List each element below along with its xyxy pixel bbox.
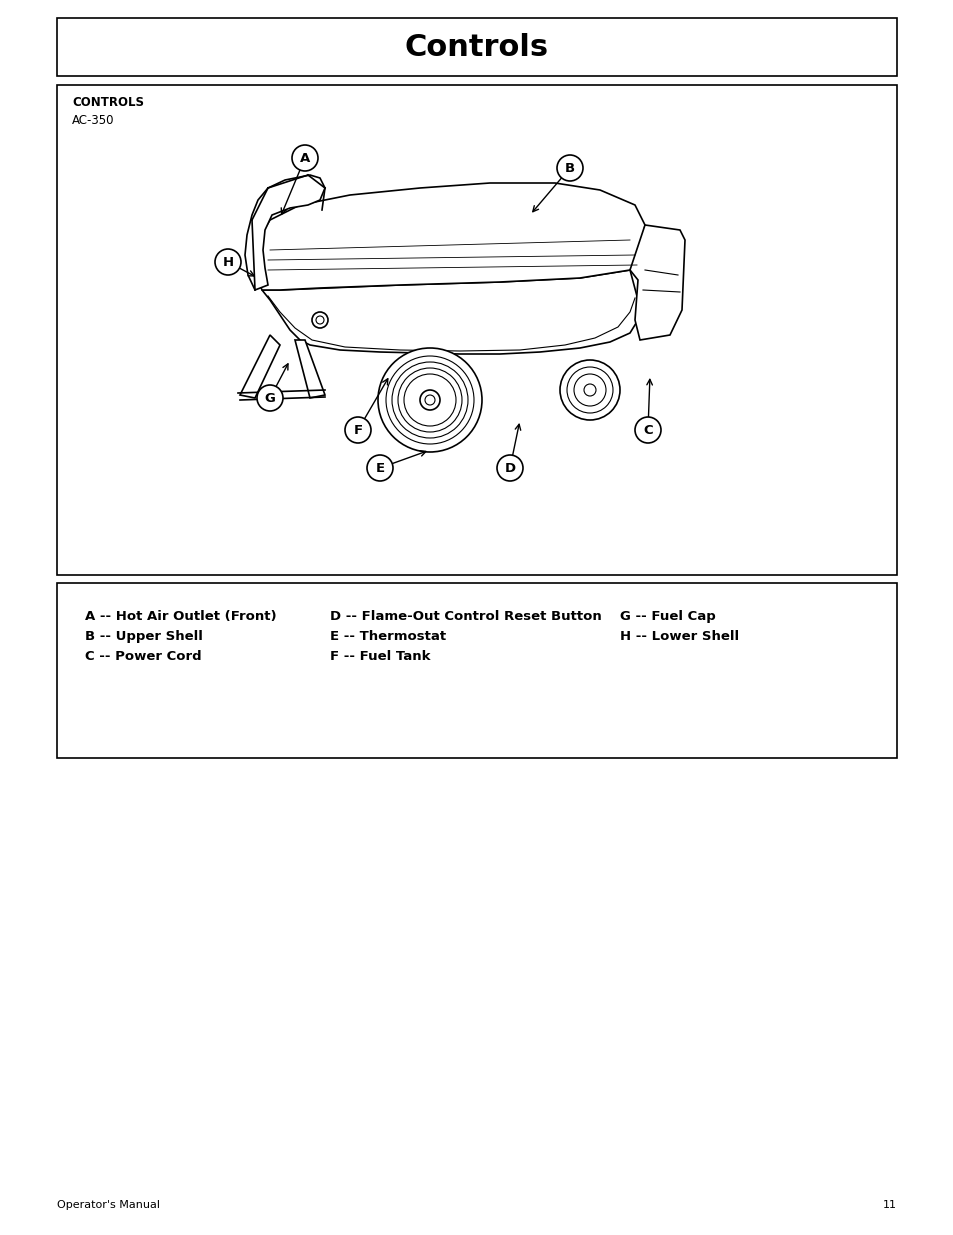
Circle shape [292, 144, 317, 170]
Circle shape [377, 348, 481, 452]
Circle shape [635, 417, 660, 443]
Polygon shape [254, 183, 644, 290]
Circle shape [345, 417, 371, 443]
Text: F: F [353, 424, 362, 436]
Polygon shape [262, 270, 639, 354]
Circle shape [497, 454, 522, 480]
Circle shape [312, 312, 328, 329]
Circle shape [256, 385, 283, 411]
Polygon shape [245, 175, 325, 290]
Text: 11: 11 [882, 1200, 896, 1210]
Text: A -- Hot Air Outlet (Front): A -- Hot Air Outlet (Front) [85, 610, 276, 622]
Text: Controls: Controls [404, 32, 549, 62]
Polygon shape [240, 335, 280, 398]
Text: G -- Fuel Cap: G -- Fuel Cap [619, 610, 715, 622]
Circle shape [559, 359, 619, 420]
Text: F -- Fuel Tank: F -- Fuel Tank [330, 650, 430, 663]
Bar [57, 583, 896, 758]
Polygon shape [294, 340, 325, 398]
Text: E: E [375, 462, 384, 474]
Text: CONTROLS: CONTROLS [71, 96, 144, 110]
Bar [57, 85, 896, 576]
Text: C -- Power Cord: C -- Power Cord [85, 650, 201, 663]
Circle shape [583, 384, 596, 396]
Text: AC-350: AC-350 [71, 114, 114, 126]
Text: G: G [264, 391, 275, 405]
Text: H: H [222, 256, 233, 268]
Text: D -- Flame-Out Control Reset Button: D -- Flame-Out Control Reset Button [330, 610, 601, 622]
Circle shape [557, 156, 582, 182]
Text: A: A [299, 152, 310, 164]
Circle shape [419, 390, 439, 410]
Circle shape [367, 454, 393, 480]
Text: Operator's Manual: Operator's Manual [57, 1200, 160, 1210]
Circle shape [214, 249, 241, 275]
Text: C: C [642, 424, 652, 436]
Bar [57, 19, 896, 77]
Text: E -- Thermostat: E -- Thermostat [330, 630, 446, 643]
Text: B -- Upper Shell: B -- Upper Shell [85, 630, 203, 643]
Text: B: B [564, 162, 575, 174]
Text: D: D [504, 462, 515, 474]
Polygon shape [629, 225, 684, 340]
Text: H -- Lower Shell: H -- Lower Shell [619, 630, 739, 643]
